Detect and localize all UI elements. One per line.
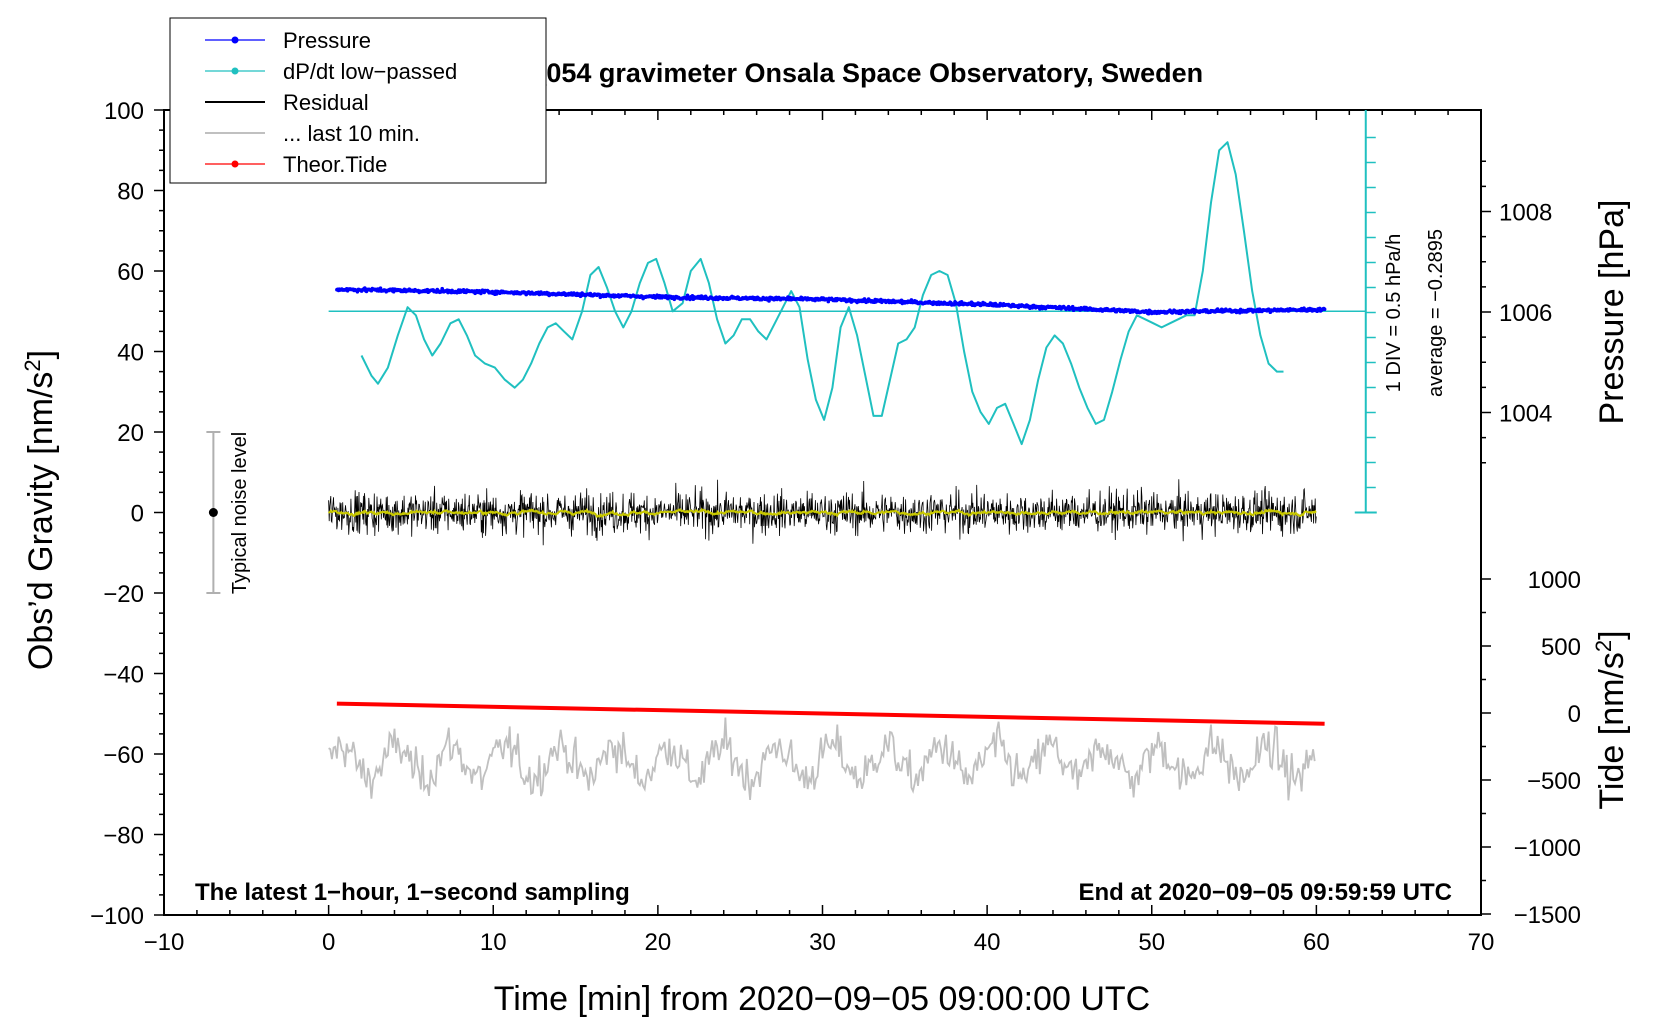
legend-box (169, 17, 547, 184)
y-tick-label: −20 (103, 581, 144, 608)
y-tick-label: −80 (103, 823, 144, 850)
pressure-point (1322, 307, 1327, 312)
tide-tick-labels: −1500 −1000 −500 0 500 1000 (1514, 567, 1581, 929)
y-tick-label: 0 (131, 501, 144, 528)
dpdt-line (360, 141, 1284, 446)
x-tick-label: −10 (144, 929, 185, 956)
pressure-series (335, 286, 1327, 316)
tide-tick-label: −1500 (1514, 902, 1581, 929)
y-axis-label-pressure: Pressure [hPa] (1593, 200, 1631, 425)
x-tick-label: 60 (1303, 929, 1330, 956)
residual-smoothed-line (327, 507, 1317, 519)
y-tick-label: −60 (103, 742, 144, 769)
legend: Pressure dP/dt low−passed Residual ... l… (169, 17, 547, 184)
pressure-tick-label: 1004 (1499, 401, 1552, 428)
div-scale-label: 1 DIV = 0.5 hPa/h (1383, 234, 1405, 392)
x-tick-labels: −10 0 10 20 30 40 50 60 70 (144, 929, 1495, 956)
x-tick-label: 10 (480, 929, 507, 956)
pressure-tick-label: 1006 (1499, 300, 1552, 327)
y-tick-label: 20 (117, 420, 144, 447)
theor-tide-series (336, 701, 1325, 726)
chart-title: SCG_054 gravimeter Onsala Space Observat… (473, 58, 1203, 88)
pressure-point (767, 299, 771, 303)
pressure-tick-labels: 1004 1006 1008 (1499, 200, 1552, 428)
noise-level-label: Typical noise level (229, 432, 251, 594)
sampling-note: The latest 1−hour, 1−second sampling (195, 879, 630, 906)
pressure-tick-label: 1008 (1499, 200, 1552, 227)
last-10-min-series (328, 717, 1316, 801)
y-tick-label: 40 (117, 340, 144, 367)
dpdt-scale-bar (1354, 110, 1377, 514)
y-tick-label: −40 (103, 662, 144, 689)
legend-dpdt: dP/dt low−passed (283, 59, 457, 84)
legend-tide-marker (231, 160, 239, 168)
x-tick-label: 0 (322, 929, 335, 956)
x-tick-label: 20 (645, 929, 672, 956)
y-tick-label: 100 (104, 98, 144, 125)
tide-tick-label: 500 (1541, 634, 1581, 661)
pressure-point (378, 286, 383, 291)
y-axis-label-gravity: Obs’d Gravity [nm/s2] (20, 350, 60, 670)
legend-dpdt-marker (231, 67, 239, 75)
tide-line (336, 701, 1325, 726)
y-tick-label: 80 (117, 179, 144, 206)
legend-pressure: Pressure (283, 28, 371, 53)
legend-tide: Theor.Tide (283, 152, 387, 177)
last10-line (328, 717, 1316, 801)
x-axis-label: Time [min] from 2020−09−05 09:00:00 UTC (494, 980, 1150, 1018)
legend-last10: ... last 10 min. (283, 121, 420, 146)
x-tick-label: 40 (974, 929, 1001, 956)
y-tick-labels: −100 −80 −60 −40 −20 0 20 40 60 80 100 (90, 98, 144, 930)
end-time-note: End at 2020−09−05 09:59:59 UTC (1078, 879, 1452, 906)
y-tick-label: −100 (90, 903, 144, 930)
x-tick-label: 70 (1468, 929, 1495, 956)
tide-tick-label: 0 (1568, 701, 1581, 728)
average-label: average = −0.2895 (1425, 229, 1447, 397)
tide-tick-label: 1000 (1528, 567, 1581, 594)
x-tick-label: 50 (1138, 929, 1165, 956)
tide-tick-label: −1000 (1514, 835, 1581, 862)
y-tick-label: 60 (117, 259, 144, 286)
residual-series (327, 479, 1317, 546)
legend-pressure-marker (231, 36, 239, 44)
typical-noise-bar (206, 431, 221, 594)
x-tick-label: 30 (809, 929, 836, 956)
tide-tick-label: −500 (1527, 768, 1581, 795)
legend-residual: Residual (283, 90, 369, 115)
y-axis-label-tide: Tide [nm/s2] (1591, 630, 1631, 809)
noise-bar-center (208, 508, 218, 517)
